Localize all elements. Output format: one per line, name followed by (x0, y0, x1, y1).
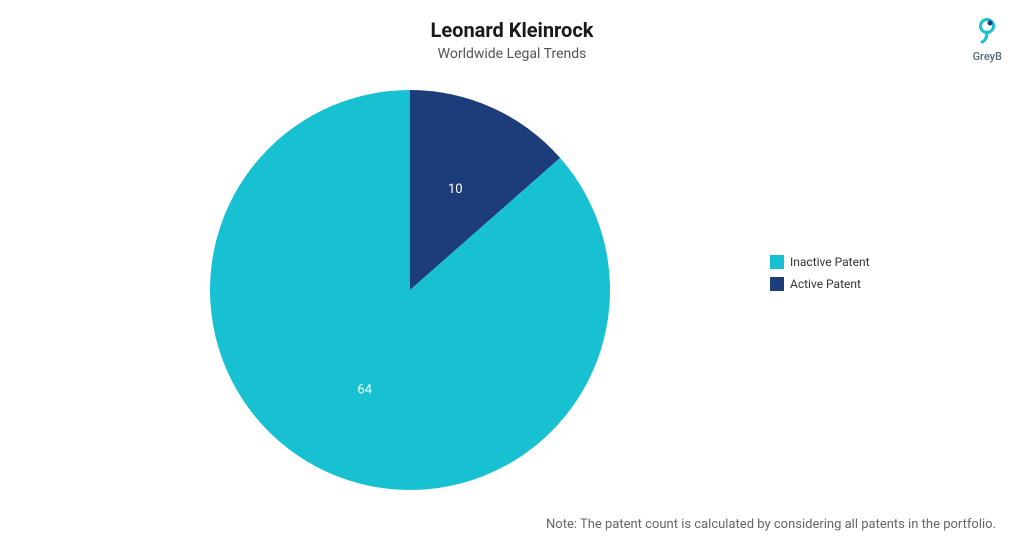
brand-logo: GreyB (973, 16, 1002, 63)
legend-swatch (770, 277, 784, 291)
legend-swatch (770, 255, 784, 269)
chart-area: 10 64 Inactive Patent Active Patent (0, 70, 1024, 500)
header-block: Leonard Kleinrock Worldwide Legal Trends (0, 0, 1024, 62)
legend-item: Active Patent (770, 277, 870, 291)
pie-slice-label: 64 (357, 383, 372, 398)
brand-name: GreyB (973, 50, 1002, 63)
pie-chart: 10 64 (200, 80, 620, 504)
brand-logo-icon (973, 16, 1001, 44)
pie-slice-label: 10 (448, 182, 463, 197)
page-title: Leonard Kleinrock (0, 18, 1024, 42)
legend-label: Inactive Patent (790, 255, 870, 269)
legend-item: Inactive Patent (770, 255, 870, 269)
legend: Inactive Patent Active Patent (770, 255, 870, 299)
page-subtitle: Worldwide Legal Trends (0, 46, 1024, 62)
legend-label: Active Patent (790, 277, 861, 291)
footnote: Note: The patent count is calculated by … (546, 517, 996, 532)
